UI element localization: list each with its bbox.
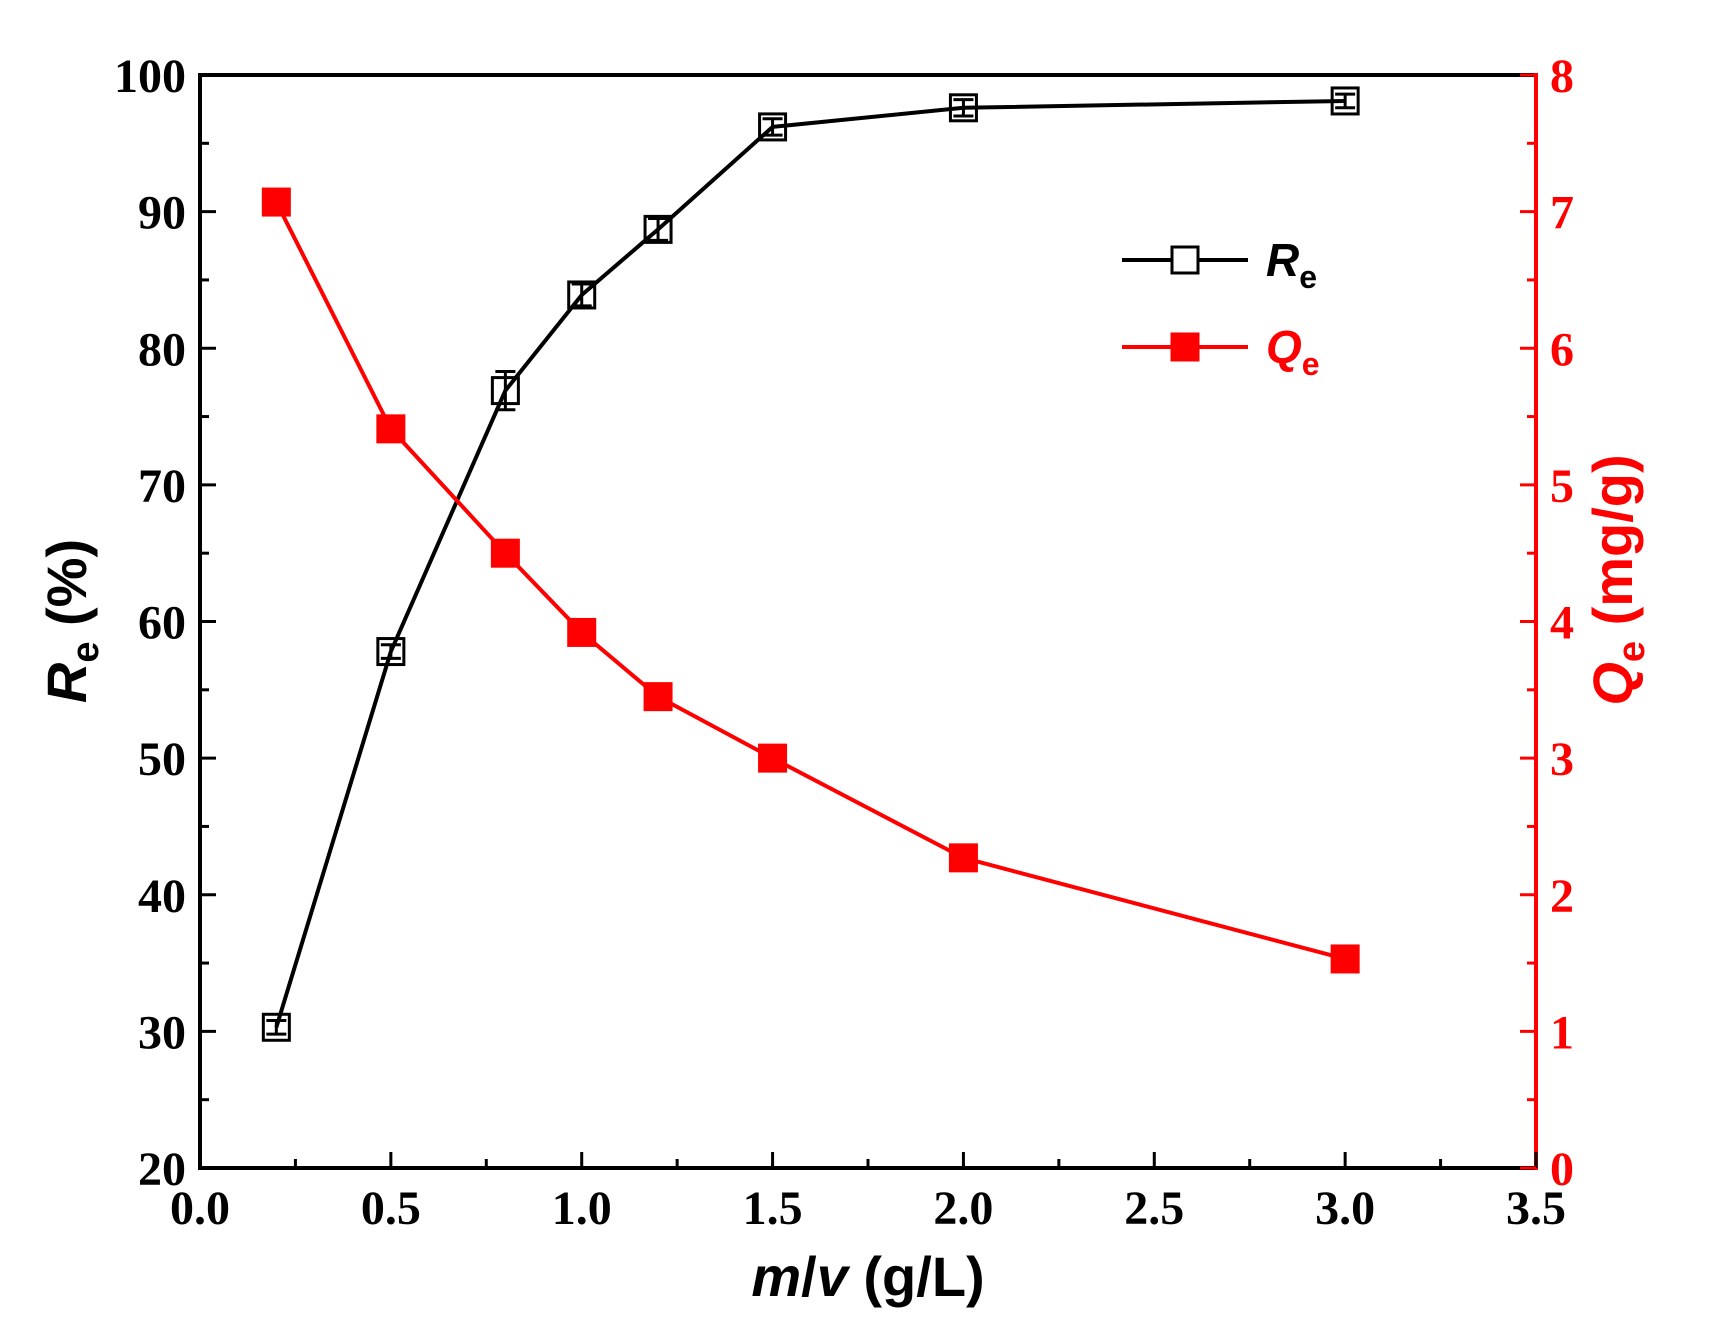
left-y-tick-label: 60 xyxy=(138,597,186,650)
legend: Re Qe xyxy=(1122,234,1320,382)
data-point-Qe xyxy=(948,843,978,873)
data-point-Re xyxy=(261,1012,291,1042)
right-y-tick-label: 3 xyxy=(1550,733,1574,786)
x-tick-label: 3.0 xyxy=(1315,1182,1375,1235)
data-point-Qe xyxy=(1330,944,1360,974)
right-y-tick-label: 0 xyxy=(1550,1143,1574,1196)
right-y-tick-label: 6 xyxy=(1550,323,1574,376)
left-axis-title: Re (%) xyxy=(35,539,107,703)
data-point-Qe xyxy=(643,682,673,712)
x-tick-label: 1.0 xyxy=(552,1182,612,1235)
right-axis-title: Qe (mg/g) xyxy=(1581,454,1653,705)
left-y-tick-label: 80 xyxy=(138,323,186,376)
left-y-tick-label: 70 xyxy=(138,460,186,513)
legend-qe-marker xyxy=(1170,332,1200,362)
data-point-Re xyxy=(643,214,673,244)
series-line-Re xyxy=(274,98,1346,1028)
x-tick-label: 1.5 xyxy=(743,1182,803,1235)
ticks-layer: 0.0 0.5 1.0 1.5 2.0 2.5 3.0 3.52030405060708090… xyxy=(114,50,1574,1235)
x-axis-title: m/v (g/L) xyxy=(751,1245,984,1308)
left-y-tick-label: 90 xyxy=(138,187,186,240)
data-point-Qe xyxy=(490,538,520,568)
data-point-Qe xyxy=(376,414,406,444)
legend-qe-label: Qe xyxy=(1266,321,1320,382)
data-point-Qe xyxy=(261,187,291,217)
data-point-Re xyxy=(567,280,597,310)
legend-re-label: Re xyxy=(1266,234,1317,295)
left-y-tick-label: 20 xyxy=(138,1143,186,1196)
series-layer xyxy=(261,86,1360,1042)
x-tick-label: 0.5 xyxy=(361,1182,421,1235)
data-point-Re xyxy=(758,112,788,142)
data-point-Re xyxy=(948,93,978,123)
right-y-tick-label: 2 xyxy=(1550,870,1574,923)
x-tick-label: 2.0 xyxy=(933,1182,993,1235)
x-tick-label: 0.0 xyxy=(170,1182,230,1235)
right-y-tick-label: 7 xyxy=(1550,187,1574,240)
left-y-tick-label: 30 xyxy=(138,1006,186,1059)
legend-re-marker xyxy=(1170,245,1200,275)
x-tick-label: 3.5 xyxy=(1506,1182,1566,1235)
right-y-tick-label: 1 xyxy=(1550,1006,1574,1059)
data-point-Re xyxy=(1330,86,1360,116)
right-y-tick-label: 8 xyxy=(1550,50,1574,103)
data-point-Qe xyxy=(758,743,788,773)
data-point-Qe xyxy=(567,617,597,647)
right-y-tick-label: 5 xyxy=(1550,460,1574,513)
left-y-tick-label: 50 xyxy=(138,733,186,786)
left-y-tick-label: 100 xyxy=(114,50,186,103)
right-y-tick-label: 4 xyxy=(1550,597,1574,650)
data-point-Re xyxy=(376,637,406,667)
x-tick-label: 2.5 xyxy=(1124,1182,1184,1235)
series-line-Qe xyxy=(274,201,1346,961)
left-y-tick-label: 40 xyxy=(138,870,186,923)
data-point-Re xyxy=(490,376,520,406)
